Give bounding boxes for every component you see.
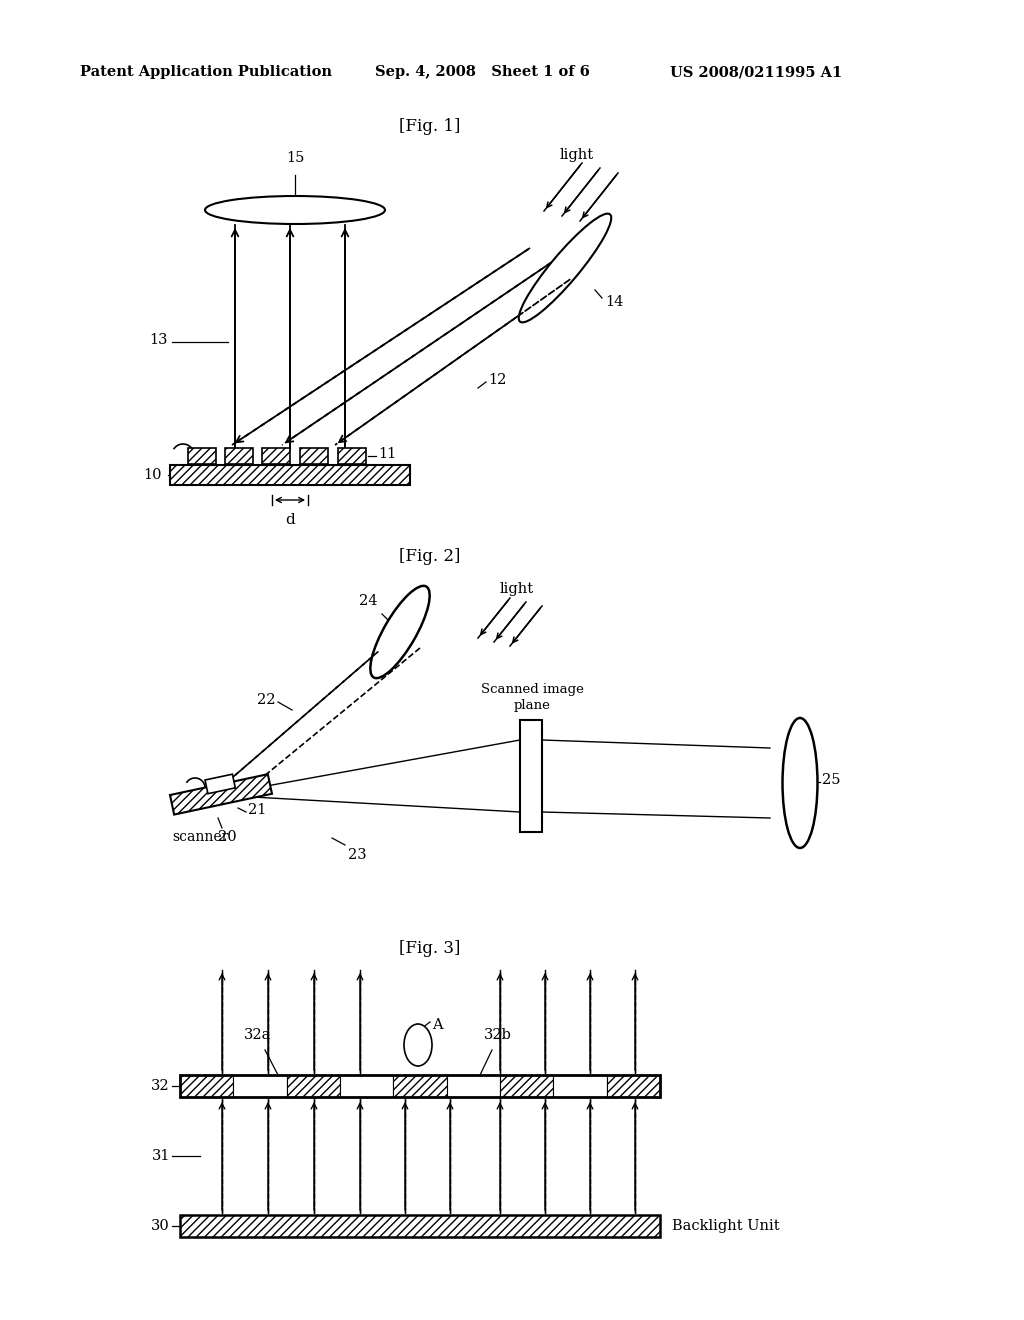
Text: A: A	[432, 1018, 442, 1032]
Text: 25: 25	[822, 774, 841, 787]
Text: 32: 32	[152, 1078, 170, 1093]
Bar	[340, 1074, 393, 1097]
Bar	[393, 1074, 446, 1097]
Ellipse shape	[371, 586, 430, 678]
Bar	[180, 1074, 233, 1097]
Text: 30: 30	[152, 1218, 170, 1233]
Text: [Fig. 1]: [Fig. 1]	[399, 117, 461, 135]
Text: 20: 20	[218, 830, 237, 843]
Ellipse shape	[205, 195, 385, 224]
Text: [Fig. 2]: [Fig. 2]	[399, 548, 461, 565]
Text: 22: 22	[256, 693, 275, 708]
Text: 31: 31	[152, 1148, 170, 1163]
Ellipse shape	[782, 718, 817, 847]
Ellipse shape	[404, 1024, 432, 1067]
Bar	[225, 447, 253, 465]
Ellipse shape	[519, 214, 611, 322]
Text: Backlight Unit: Backlight Unit	[672, 1218, 779, 1233]
Bar	[180, 1214, 660, 1237]
Bar	[170, 465, 410, 484]
Text: 32b: 32b	[484, 1028, 512, 1041]
Bar	[233, 1074, 287, 1097]
Text: scanner: scanner	[172, 830, 228, 843]
Text: 11: 11	[378, 447, 396, 461]
Bar	[500, 1074, 553, 1097]
Bar	[205, 774, 236, 793]
Text: 23: 23	[348, 847, 367, 862]
Bar	[446, 1074, 500, 1097]
Text: 14: 14	[605, 294, 624, 309]
Bar	[520, 719, 542, 832]
Text: US 2008/0211995 A1: US 2008/0211995 A1	[670, 65, 843, 79]
Bar	[287, 1074, 340, 1097]
Bar	[170, 775, 272, 814]
Text: 32a: 32a	[245, 1028, 271, 1041]
Text: light: light	[560, 148, 594, 162]
Bar	[262, 447, 290, 465]
Text: Sep. 4, 2008   Sheet 1 of 6: Sep. 4, 2008 Sheet 1 of 6	[375, 65, 590, 79]
Bar	[606, 1074, 660, 1097]
Bar	[188, 447, 216, 465]
Text: light: light	[500, 582, 535, 597]
Text: 13: 13	[150, 333, 168, 347]
Bar	[180, 1074, 660, 1097]
Text: 10: 10	[143, 469, 162, 482]
Text: Patent Application Publication: Patent Application Publication	[80, 65, 332, 79]
Text: [Fig. 3]: [Fig. 3]	[399, 940, 461, 957]
Bar	[338, 447, 366, 465]
Text: 21: 21	[248, 803, 266, 817]
Text: 24: 24	[359, 594, 378, 609]
Text: d: d	[285, 513, 295, 527]
Text: 12: 12	[488, 374, 507, 387]
Text: Scanned image
plane: Scanned image plane	[480, 682, 584, 711]
Bar	[553, 1074, 606, 1097]
Text: 15: 15	[286, 150, 304, 165]
Bar	[300, 447, 328, 465]
